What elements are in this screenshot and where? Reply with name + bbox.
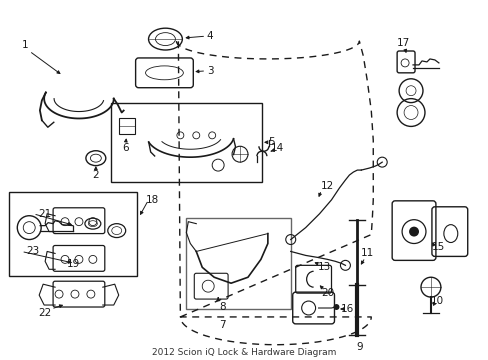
Text: 15: 15 bbox=[431, 243, 445, 252]
Text: 12: 12 bbox=[320, 181, 333, 191]
Bar bbox=[9, 192, 136, 276]
Bar bbox=[111, 103, 262, 182]
Text: 13: 13 bbox=[317, 262, 330, 272]
Text: 8: 8 bbox=[218, 302, 225, 312]
Text: 1: 1 bbox=[22, 40, 28, 50]
Text: 21: 21 bbox=[39, 209, 52, 219]
Circle shape bbox=[408, 227, 418, 237]
Circle shape bbox=[333, 304, 339, 310]
Text: 9: 9 bbox=[355, 342, 362, 352]
Bar bbox=[186, 218, 290, 309]
Text: 14: 14 bbox=[271, 143, 284, 153]
Text: 11: 11 bbox=[360, 248, 373, 258]
Text: 2: 2 bbox=[92, 170, 99, 180]
Text: 20: 20 bbox=[320, 288, 333, 298]
Text: 16: 16 bbox=[340, 304, 353, 314]
Text: 17: 17 bbox=[396, 38, 409, 48]
Text: 7: 7 bbox=[218, 320, 225, 330]
Text: 19: 19 bbox=[66, 259, 80, 269]
Text: 22: 22 bbox=[39, 308, 52, 318]
Text: 6: 6 bbox=[122, 143, 129, 153]
Text: 5: 5 bbox=[268, 137, 275, 147]
Text: 18: 18 bbox=[145, 195, 159, 205]
Text: 23: 23 bbox=[26, 247, 40, 256]
Bar bbox=[119, 118, 134, 134]
Text: 3: 3 bbox=[206, 66, 213, 76]
Text: 4: 4 bbox=[206, 31, 213, 41]
Text: 2012 Scion iQ Lock & Hardware Diagram: 2012 Scion iQ Lock & Hardware Diagram bbox=[152, 348, 336, 357]
Text: 10: 10 bbox=[429, 296, 443, 306]
